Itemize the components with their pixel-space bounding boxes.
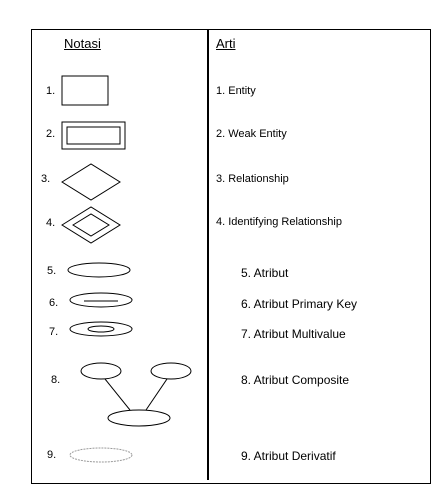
- meaning-primary-key-attribute: 6. Atribut Primary Key: [241, 297, 358, 311]
- number-6: 6.: [49, 297, 59, 309]
- multivalue-attribute-double-ellipse: [69, 321, 133, 337]
- meaning-multivalue-attribute: 7. Atribut Multivalue: [241, 327, 346, 341]
- entity-rectangle: [61, 75, 109, 106]
- meaning-derived-attribute: 9. Atribut Derivatif: [241, 449, 336, 463]
- header-notasi: Notasi: [64, 36, 101, 51]
- weak-entity-double-rectangle: [61, 121, 126, 150]
- meaning-relationship: 3. Relationship: [216, 173, 289, 185]
- meaning-identifying-relationship: 4. Identifying Relationship: [216, 216, 342, 228]
- number-9: 9.: [47, 449, 57, 461]
- primary-key-attribute-ellipse: [69, 292, 133, 308]
- column-divider: [207, 29, 209, 480]
- meaning-attribute: 5. Atribut: [241, 266, 289, 280]
- attribute-ellipse: [67, 262, 131, 278]
- meaning-entity: 1. Entity: [216, 85, 256, 97]
- meaning-weak-entity: 2. Weak Entity: [216, 128, 287, 140]
- composite-attribute-tree: [80, 362, 192, 427]
- number-1: 1.: [46, 85, 56, 97]
- number-2: 2.: [46, 128, 56, 140]
- number-8: 8.: [51, 374, 61, 386]
- number-5: 5.: [47, 265, 57, 277]
- meaning-composite-attribute: 8. Atribut Composite: [241, 373, 350, 387]
- header-arti: Arti: [216, 36, 236, 51]
- number-7: 7.: [49, 326, 59, 338]
- number-3: 3.: [41, 173, 51, 185]
- number-4: 4.: [46, 217, 56, 229]
- identifying-relationship-double-diamond: [61, 206, 121, 244]
- derived-attribute-dashed-ellipse: [69, 447, 133, 463]
- relationship-diamond: [61, 163, 121, 201]
- notation-table-frame: [31, 29, 431, 484]
